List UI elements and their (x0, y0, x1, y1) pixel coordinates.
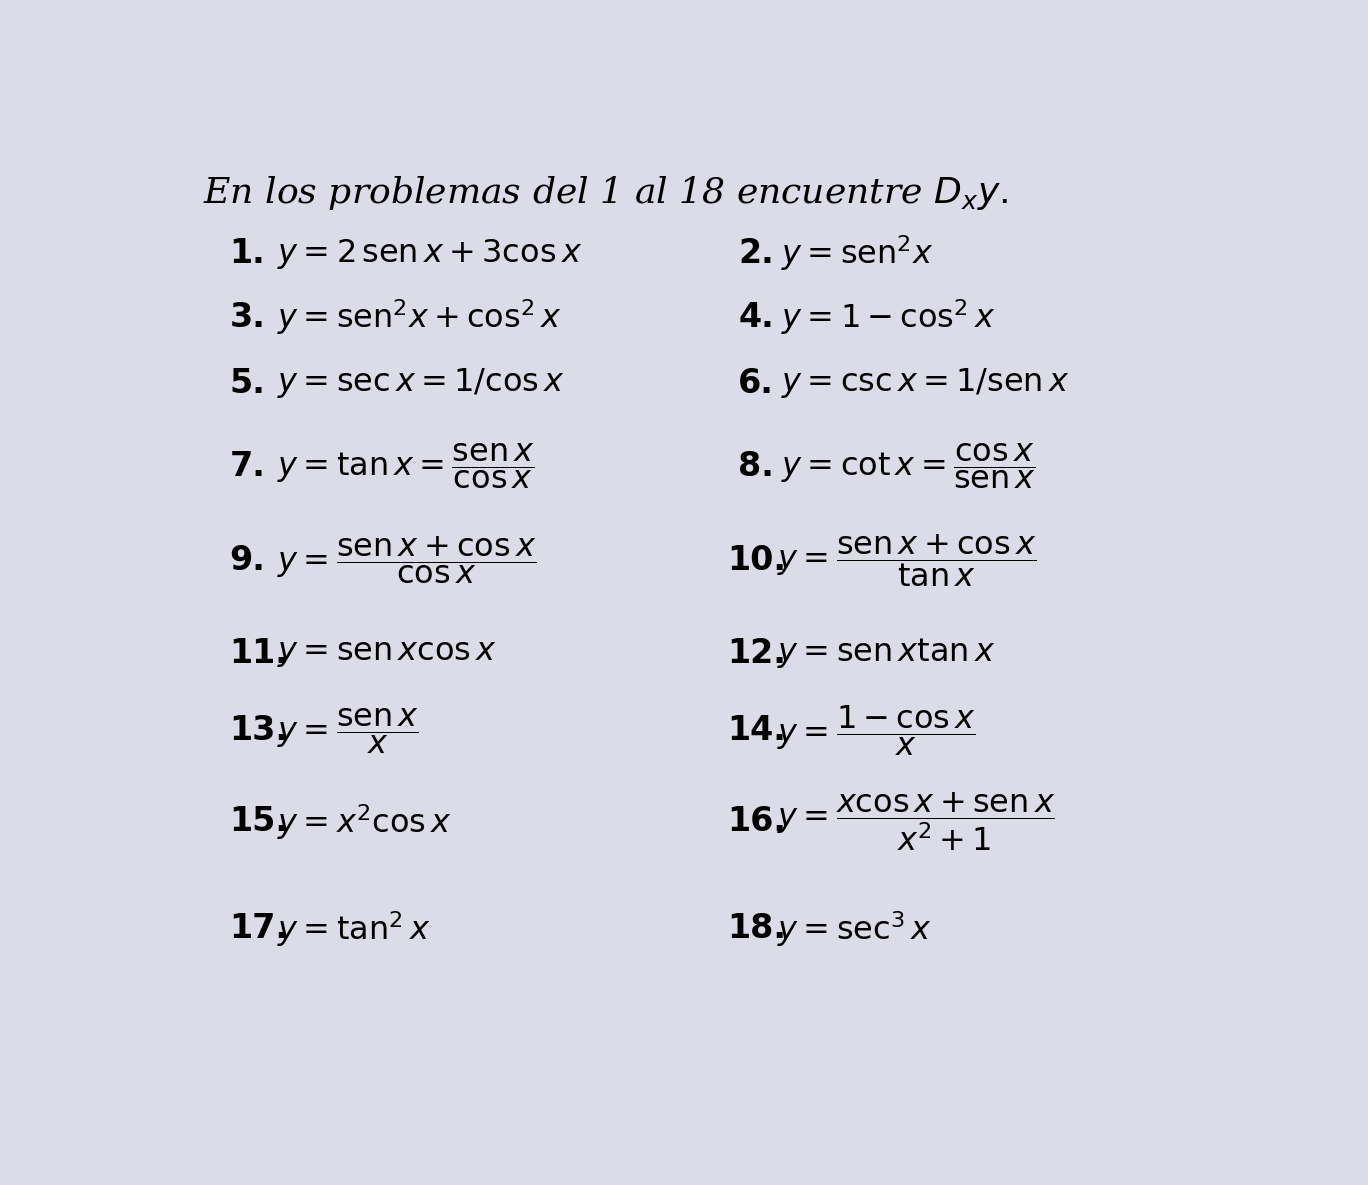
Text: 9.: 9. (230, 544, 265, 577)
Text: 7.: 7. (230, 449, 265, 482)
Text: 14.: 14. (728, 715, 787, 748)
Text: $y = \dfrac{\mathrm{sen}\,x + \cos x}{\cos x}$: $y = \dfrac{\mathrm{sen}\,x + \cos x}{\c… (276, 534, 536, 587)
Text: $y = \dfrac{\mathrm{sen}\,x + \cos x}{\tan x}$: $y = \dfrac{\mathrm{sen}\,x + \cos x}{\t… (777, 532, 1037, 589)
Text: $y = \cot x = \dfrac{\cos x}{\mathrm{sen}\,x}$: $y = \cot x = \dfrac{\cos x}{\mathrm{sen… (781, 441, 1036, 491)
Text: $y = 2\,\mathrm{sen}\,x + 3\cos x$: $y = 2\,\mathrm{sen}\,x + 3\cos x$ (276, 237, 583, 270)
Text: 16.: 16. (728, 806, 787, 839)
Text: 2.: 2. (739, 237, 774, 270)
Text: En los problemas del 1 al 18 encuentre $D_{x}y.$: En los problemas del 1 al 18 encuentre $… (202, 174, 1008, 212)
Text: $y = \mathrm{sen}^{2} x$: $y = \mathrm{sen}^{2} x$ (781, 233, 933, 274)
Text: $y = \tan x = \dfrac{\mathrm{sen}\,x}{\cos x}$: $y = \tan x = \dfrac{\mathrm{sen}\,x}{\c… (276, 441, 535, 491)
Text: $y = x^{2} \cos x$: $y = x^{2} \cos x$ (276, 802, 451, 841)
Text: 18.: 18. (728, 912, 787, 946)
Text: $y = \sec^{3} x$: $y = \sec^{3} x$ (777, 909, 932, 948)
Text: 6.: 6. (739, 366, 774, 399)
Text: 12.: 12. (728, 636, 787, 670)
Text: 4.: 4. (739, 301, 774, 334)
Text: $y = 1 - \cos^{2} x$: $y = 1 - \cos^{2} x$ (781, 297, 995, 338)
Text: $y = \mathrm{sen}\,x \tan x$: $y = \mathrm{sen}\,x \tan x$ (777, 636, 996, 671)
Text: $y = \dfrac{x \cos x + \mathrm{sen}\,x}{x^{2} + 1}$: $y = \dfrac{x \cos x + \mathrm{sen}\,x}{… (777, 790, 1056, 853)
Text: 11.: 11. (230, 636, 289, 670)
Text: $y = \sec x = 1/\cos x$: $y = \sec x = 1/\cos x$ (276, 366, 565, 401)
Text: 15.: 15. (230, 806, 289, 839)
Text: $y = \dfrac{\mathrm{sen}\,x}{x}$: $y = \dfrac{\mathrm{sen}\,x}{x}$ (276, 706, 419, 756)
Text: 3.: 3. (230, 301, 265, 334)
Text: $y = \mathrm{sen}\,x \cos x$: $y = \mathrm{sen}\,x \cos x$ (276, 638, 497, 668)
Text: $y = \dfrac{1 - \cos x}{x}$: $y = \dfrac{1 - \cos x}{x}$ (777, 703, 977, 758)
Text: $y = \mathrm{sen}^{2} x + \cos^{2} x$: $y = \mathrm{sen}^{2} x + \cos^{2} x$ (276, 297, 562, 338)
Text: 1.: 1. (230, 237, 265, 270)
Text: 10.: 10. (728, 544, 787, 577)
Text: $y = \csc x = 1/\mathrm{sen}\,x$: $y = \csc x = 1/\mathrm{sen}\,x$ (781, 366, 1068, 401)
Text: 13.: 13. (230, 715, 289, 748)
Text: $y = \tan^{2} x$: $y = \tan^{2} x$ (276, 909, 431, 948)
Text: 5.: 5. (230, 366, 265, 399)
Text: 8.: 8. (739, 449, 774, 482)
Text: 17.: 17. (230, 912, 289, 946)
